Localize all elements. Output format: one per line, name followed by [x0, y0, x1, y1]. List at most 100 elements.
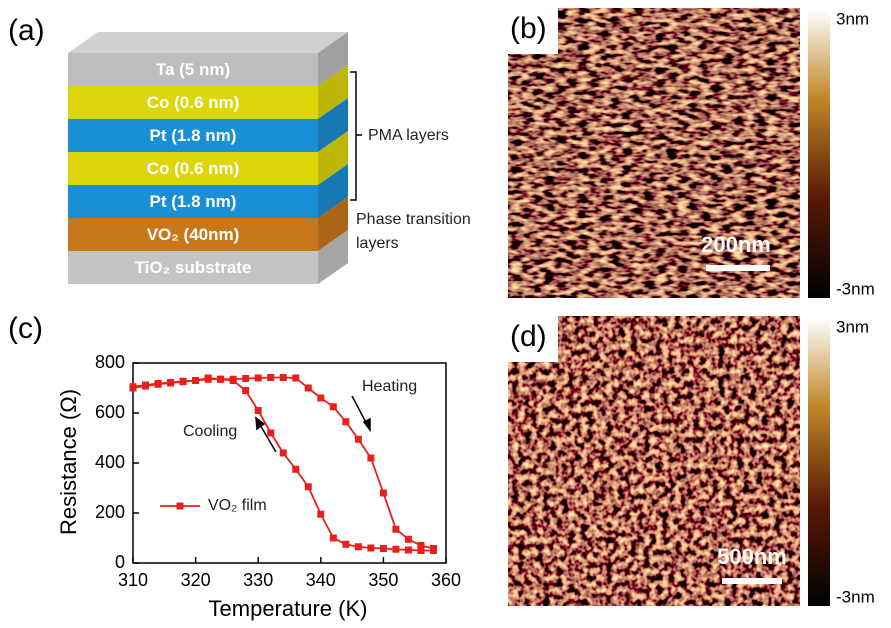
- scale-bar: [706, 265, 770, 271]
- point: [242, 375, 250, 382]
- point: [404, 546, 412, 554]
- layer-top: [68, 32, 348, 53]
- point: [429, 547, 437, 554]
- point: [229, 377, 237, 384]
- y-tick-label: 600: [95, 402, 125, 422]
- series-line: [132, 377, 434, 552]
- point: [142, 382, 150, 390]
- point: [404, 535, 412, 543]
- layer-side: [318, 197, 348, 251]
- scale-label: 500nm: [717, 544, 787, 569]
- panel-label: (d): [510, 320, 547, 353]
- point: [317, 510, 325, 518]
- label-bg: [508, 8, 558, 54]
- afm-image: [508, 316, 800, 606]
- arrow: [255, 416, 277, 453]
- point: [167, 379, 175, 387]
- layer-side: [318, 230, 348, 284]
- layer-side: [318, 65, 348, 119]
- scale-bar: [722, 578, 782, 584]
- point: [129, 384, 137, 392]
- layer-label: VO₂ (40nm): [147, 225, 240, 244]
- layer-label: Ta (5 nm): [156, 60, 230, 79]
- point: [279, 449, 287, 457]
- annotation: Cooling: [183, 423, 237, 440]
- layer-side: [318, 164, 348, 218]
- layer-side: [318, 164, 348, 218]
- y-tick-label: 400: [95, 452, 125, 472]
- point: [342, 540, 350, 548]
- annotation: Heating: [362, 378, 417, 395]
- point: [342, 418, 350, 426]
- point: [279, 374, 287, 381]
- point: [367, 544, 375, 552]
- panel-label: (c): [8, 312, 43, 345]
- colorbar-label: 3nm: [836, 317, 869, 336]
- plot: 310 320 330 340 350 360 0 200 400 600 800 VO₂ film: [95, 352, 461, 590]
- series-line: [132, 376, 434, 550]
- layer: [68, 185, 318, 218]
- x-tick-label: 310: [118, 570, 148, 590]
- point: [329, 534, 337, 542]
- point: [379, 545, 387, 552]
- colorbar: [808, 318, 830, 606]
- point: [417, 542, 425, 549]
- layer-side: [318, 98, 348, 152]
- layer-side: [318, 131, 348, 185]
- point: [354, 435, 362, 443]
- layer: [68, 86, 318, 119]
- colorbar-label: -3nm: [836, 587, 875, 606]
- point: [267, 429, 275, 437]
- x-tick-label: 350: [368, 570, 398, 590]
- colorbar-label: 3nm: [836, 9, 869, 28]
- point: [179, 378, 187, 386]
- x-tick-label: 360: [431, 570, 461, 590]
- point: [354, 543, 362, 551]
- point: [329, 403, 337, 411]
- label-bg: [508, 316, 558, 362]
- layer: [68, 53, 318, 86]
- layer-label: Co (0.6 nm): [147, 159, 240, 178]
- point: [217, 375, 225, 383]
- y-tick-label: 800: [95, 352, 125, 372]
- layer: [68, 152, 318, 185]
- annotation: layers: [356, 235, 399, 252]
- colorbar: [808, 10, 830, 298]
- point: [292, 465, 300, 473]
- point: [317, 394, 325, 402]
- point: [304, 384, 312, 392]
- point: [367, 454, 375, 462]
- arrow: [351, 395, 371, 433]
- colorbar-label: -3nm: [836, 279, 875, 298]
- legend-label: VO₂ film: [208, 497, 267, 514]
- layer-side: [318, 65, 348, 119]
- annotation: Phase transition: [356, 211, 471, 228]
- point: [154, 380, 162, 388]
- layer-side: [318, 197, 348, 251]
- point: [254, 407, 262, 414]
- point: [417, 547, 425, 554]
- layer-label: Pt (1.8 nm): [150, 192, 237, 211]
- x-tick-label: 330: [243, 570, 273, 590]
- layer-side: [318, 32, 348, 86]
- point: [392, 545, 400, 553]
- point: [304, 483, 312, 491]
- panel-label: (a): [8, 14, 45, 47]
- afm-image: [508, 8, 800, 298]
- layer: [68, 119, 318, 152]
- bracket: [350, 71, 362, 201]
- point: [267, 374, 275, 381]
- layer: [68, 218, 318, 251]
- layer-label: TiO₂ substrate: [135, 258, 252, 277]
- point: [292, 374, 300, 382]
- point: [254, 374, 262, 382]
- point: [392, 525, 400, 533]
- x-tick-label: 320: [181, 570, 211, 590]
- layer-stack: Ta (5 nm) Co (0.6 nm) Pt (1.8 nm) Co (0.6 n…: [68, 32, 348, 284]
- layer-label: Co (0.6 nm): [147, 93, 240, 112]
- point: [379, 489, 387, 497]
- panel-label: (b): [510, 12, 547, 45]
- y-tick-label: 200: [95, 502, 125, 522]
- x-axis-title: Temperature (K): [209, 596, 368, 621]
